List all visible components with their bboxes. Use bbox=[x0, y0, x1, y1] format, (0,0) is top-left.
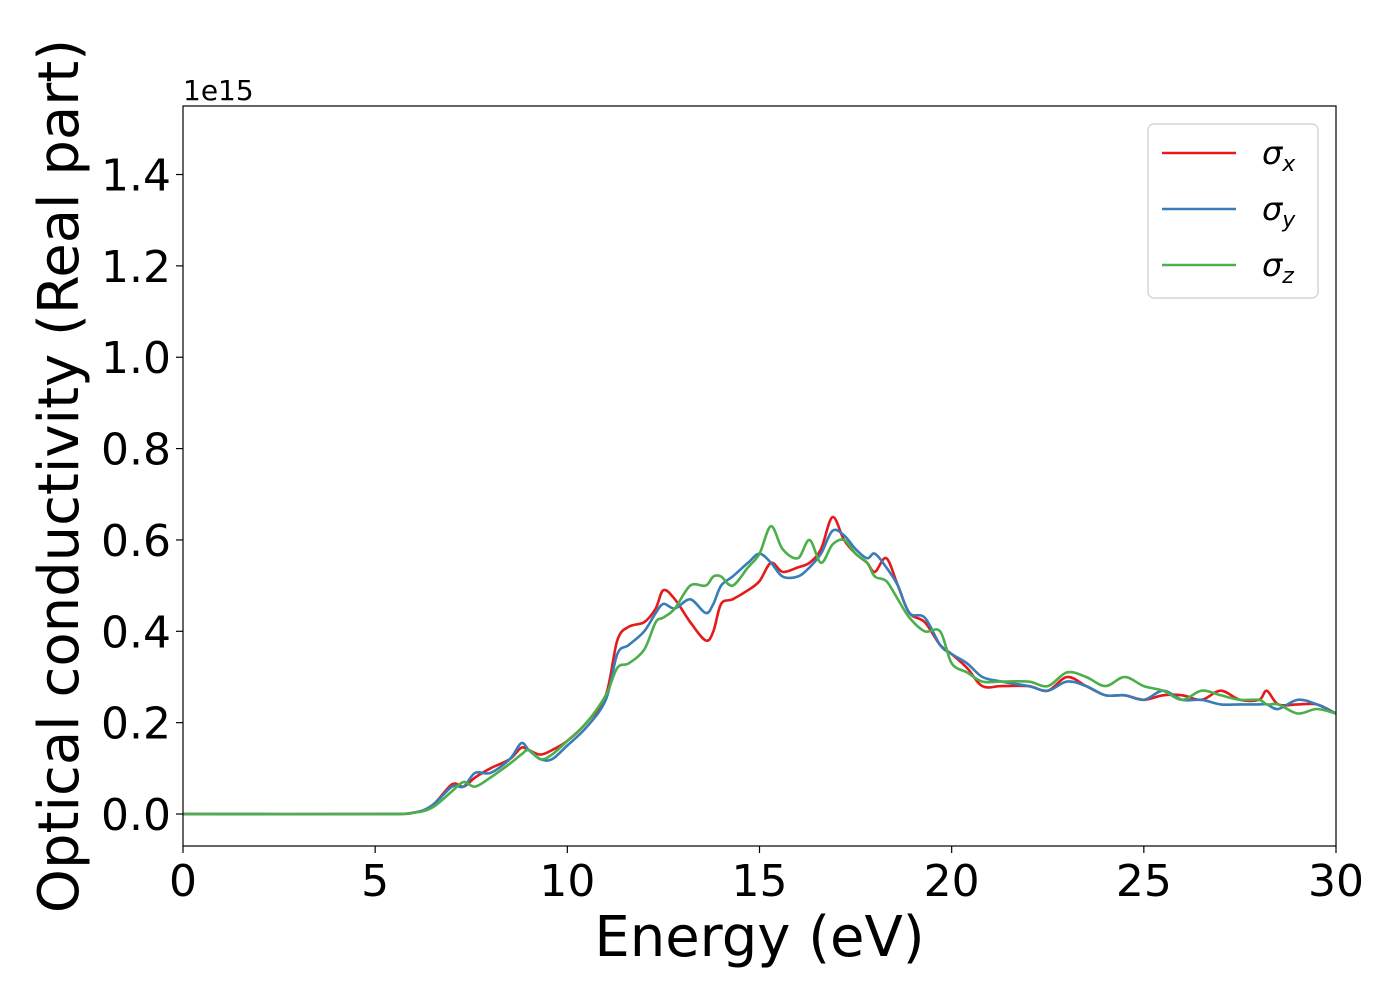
y-tick-label: 0.2 bbox=[101, 699, 171, 750]
y-tick-label: 1.4 bbox=[101, 151, 171, 202]
y-tick-label: 1.0 bbox=[101, 333, 171, 384]
series-line-z bbox=[182, 524, 1337, 816]
legend-box bbox=[1147, 123, 1319, 299]
x-tick-label: 25 bbox=[1116, 856, 1172, 907]
legend-label-x: σx bbox=[1262, 134, 1296, 177]
series-line-y bbox=[182, 528, 1337, 816]
y-axis: 0.0 0.2 0.4 0.6 0.8 1.0 1.2 1.4 bbox=[101, 151, 183, 841]
y-tick-label: 0.6 bbox=[101, 516, 171, 567]
y-tick-label: 0.8 bbox=[101, 425, 171, 476]
x-tick-label: 20 bbox=[924, 856, 980, 907]
series-line-x bbox=[182, 515, 1337, 816]
x-tick-label: 30 bbox=[1308, 856, 1364, 907]
y-tick-label: 0.0 bbox=[101, 790, 171, 841]
y-tick-label: 0.4 bbox=[101, 607, 171, 658]
x-tick-label: 5 bbox=[361, 856, 389, 907]
x-tick-label: 15 bbox=[732, 856, 788, 907]
x-tick-label: 10 bbox=[539, 856, 595, 907]
x-tick-label: 0 bbox=[169, 856, 197, 907]
x-axis: 0 5 10 15 20 25 30 bbox=[169, 846, 1364, 907]
y-axis-label: Optical conductivity (Real part) bbox=[27, 39, 92, 913]
y-tick-label: 1.2 bbox=[101, 242, 171, 293]
series-layer bbox=[182, 515, 1337, 816]
y-offset-text: 1e15 bbox=[183, 74, 254, 107]
x-axis-label: Energy (eV) bbox=[594, 905, 924, 970]
legend-label-y: σy bbox=[1262, 190, 1296, 233]
